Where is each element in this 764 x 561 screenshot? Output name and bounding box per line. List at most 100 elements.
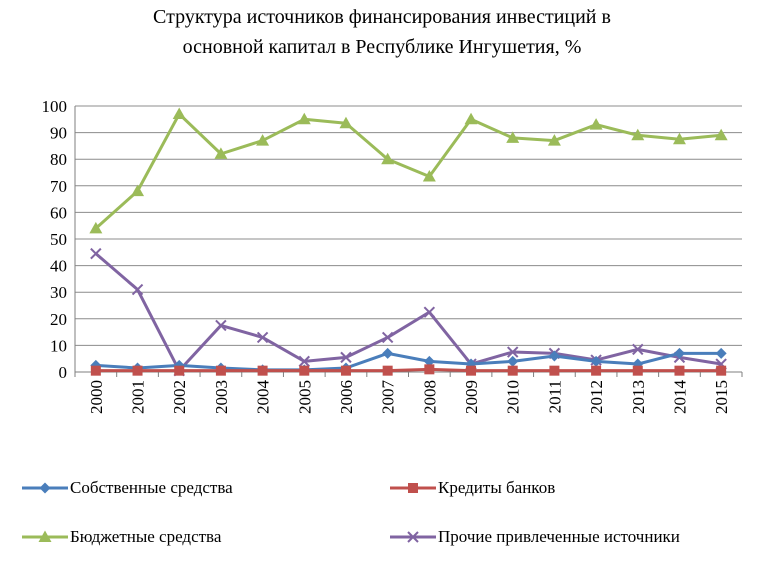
series-2 — [89, 107, 728, 234]
data-point-1-15 — [716, 365, 727, 376]
legend-marker-1 — [408, 483, 418, 493]
chart-title-line-1: Структура источников финансирования инве… — [153, 6, 611, 28]
data-point-0-11 — [548, 350, 560, 362]
y-axis-tick-labels: 0 10 20 30 40 50 60 70 80 90 100 — [42, 97, 68, 382]
data-point-2-10 — [506, 131, 520, 143]
data-point-1-12 — [591, 365, 602, 376]
x-tick-label-2008: 2008 — [420, 380, 439, 414]
data-point-0-8 — [423, 355, 435, 367]
legend-swatch-own-funds — [22, 482, 68, 494]
y-tick-label-100: 100 — [42, 97, 68, 116]
data-point-1-9 — [466, 365, 477, 376]
x-tick-label-2011: 2011 — [545, 380, 564, 413]
legend-swatch-other-sources — [390, 531, 436, 543]
x-tick-label-2001: 2001 — [129, 380, 148, 414]
data-point-3-13 — [632, 343, 644, 356]
data-point-2-7 — [381, 152, 395, 165]
data-point-0-7 — [382, 347, 394, 359]
x-tick-label-2007: 2007 — [379, 380, 398, 415]
series-line-0 — [95, 351, 722, 372]
data-point-2-8 — [422, 169, 436, 182]
data-point-3-10 — [507, 346, 519, 358]
data-point-1-13 — [632, 365, 643, 376]
data-point-3-1 — [131, 283, 144, 296]
data-point-1-3 — [215, 365, 226, 376]
data-point-1-8 — [424, 364, 435, 375]
data-point-2-2 — [172, 107, 186, 119]
data-point-0-14 — [673, 347, 685, 359]
x-tick-label-2000: 2000 — [87, 380, 106, 414]
data-point-2-14 — [672, 132, 686, 145]
series-line-1 — [95, 367, 722, 373]
data-point-3-6 — [340, 351, 352, 364]
y-tick-label-90: 90 — [50, 124, 67, 143]
data-point-2-9 — [464, 112, 478, 125]
legend-marker-3 — [407, 531, 419, 543]
data-point-2-12 — [589, 118, 603, 130]
y-tick-label-80: 80 — [50, 150, 67, 169]
x-tick-label-2004: 2004 — [254, 380, 273, 415]
data-point-0-10 — [507, 355, 519, 367]
x-tick-label-2009: 2009 — [462, 380, 481, 414]
series-line-3 — [94, 252, 722, 373]
legend-label-own-funds: Собственные средства — [70, 478, 233, 497]
data-point-0-15 — [715, 347, 727, 359]
data-point-2-0 — [89, 221, 103, 234]
series-layer — [89, 107, 728, 377]
y-tick-label-70: 70 — [50, 177, 67, 196]
legend-marker-0 — [39, 482, 51, 494]
y-tick-label-0: 0 — [59, 363, 68, 382]
data-point-2-4 — [256, 134, 270, 146]
legend-swatch-budget-funds — [22, 530, 68, 542]
grid-lines — [74, 105, 743, 377]
data-point-2-1 — [131, 184, 145, 197]
data-point-3-5 — [298, 355, 310, 368]
x-tick-label-2014: 2014 — [670, 380, 689, 415]
data-point-1-11 — [549, 365, 560, 376]
x-tick-label-2003: 2003 — [212, 380, 231, 414]
y-tick-label-40: 40 — [50, 257, 67, 276]
data-point-3-8 — [423, 306, 436, 318]
x-tick-label-2005: 2005 — [295, 380, 314, 414]
y-tick-label-60: 60 — [50, 203, 67, 222]
data-point-0-12 — [590, 355, 602, 367]
data-point-1-1 — [132, 365, 143, 376]
data-point-3-0 — [90, 247, 102, 260]
y-tick-label-30: 30 — [50, 283, 67, 302]
y-tick-label-50: 50 — [50, 230, 67, 249]
x-tick-label-2006: 2006 — [337, 380, 356, 414]
x-tick-label-2010: 2010 — [504, 380, 523, 414]
data-point-2-5 — [297, 112, 311, 125]
data-point-1-7 — [382, 365, 393, 376]
data-point-3-3 — [215, 319, 227, 332]
data-point-2-11 — [547, 134, 561, 146]
data-point-3-4 — [256, 331, 269, 344]
data-point-2-13 — [631, 128, 645, 141]
data-point-2-6 — [339, 116, 353, 129]
data-point-1-2 — [174, 365, 185, 376]
series-line-2 — [94, 112, 722, 230]
legend-label-budget-funds: Бюджетные средства — [70, 527, 222, 546]
data-point-2-3 — [214, 147, 228, 159]
x-tick-label-2012: 2012 — [587, 380, 606, 414]
data-point-1-6 — [340, 365, 351, 376]
legend-marker-2 — [38, 530, 52, 542]
data-point-1-5 — [299, 365, 310, 376]
x-tick-label-2013: 2013 — [629, 380, 648, 414]
data-point-1-4 — [257, 365, 268, 376]
data-point-2-15 — [714, 128, 728, 141]
x-tick-label-2002: 2002 — [170, 380, 189, 414]
y-tick-label-20: 20 — [50, 310, 67, 329]
legend-label-bank-credits: Кредиты банков — [438, 478, 556, 497]
legend-label-other-sources: Прочие привлеченные источники — [438, 527, 680, 546]
data-point-1-14 — [674, 365, 685, 376]
data-point-3-7 — [381, 331, 394, 344]
x-tick-label-2015: 2015 — [712, 380, 731, 414]
x-axis-tick-labels: 2000 2001 2002 2003 2004 2005 2006 2007 2008 2009… — [87, 380, 731, 415]
chart-title: Структура источников финансирования инве… — [0, 2, 764, 62]
series-1 — [90, 364, 727, 376]
data-point-1-0 — [90, 365, 101, 376]
chart-title-line-2: основной капитал в Республике Ингушетия,… — [182, 36, 582, 58]
y-tick-label-10: 10 — [50, 336, 67, 355]
